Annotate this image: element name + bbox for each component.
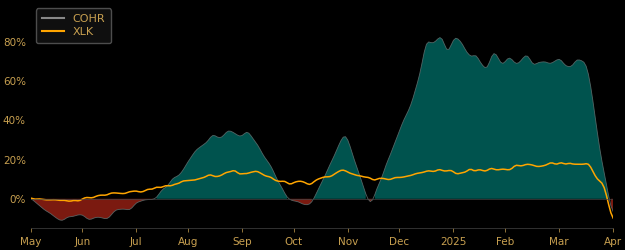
Legend: COHR, XLK: COHR, XLK <box>36 8 111 43</box>
